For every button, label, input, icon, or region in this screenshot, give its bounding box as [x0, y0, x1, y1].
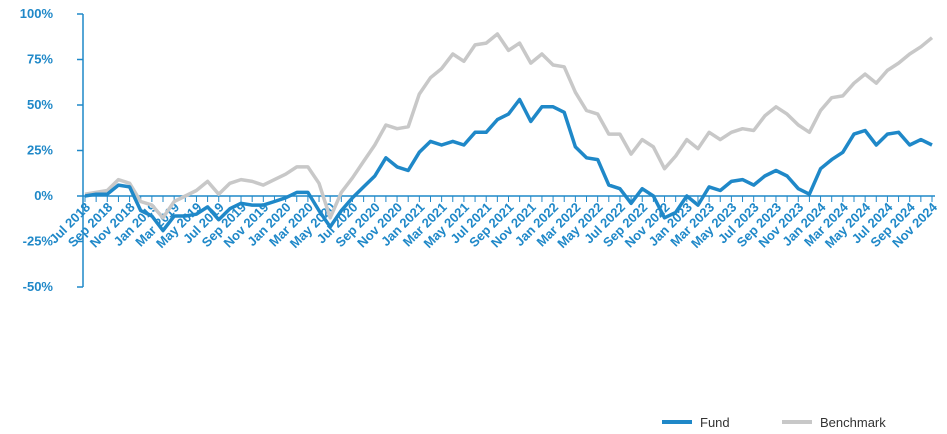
y-tick-label: 75% — [27, 52, 53, 67]
y-tick-label: 50% — [27, 97, 53, 112]
series-line — [84, 32, 934, 220]
y-tick-label: -25% — [23, 234, 54, 249]
y-tick-label: 100% — [20, 6, 54, 21]
y-tick-label: -50% — [23, 279, 54, 294]
y-tick-label: 0% — [34, 188, 53, 203]
legend-label: Fund — [700, 415, 730, 430]
series-line — [84, 97, 933, 233]
legend-label: Benchmark — [820, 415, 886, 430]
y-tick-label: 25% — [27, 143, 53, 158]
